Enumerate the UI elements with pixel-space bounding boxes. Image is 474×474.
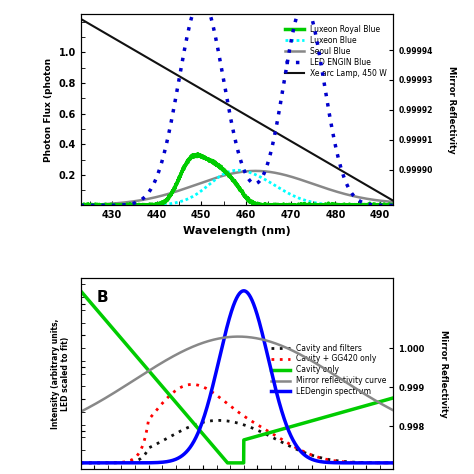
Y-axis label: Mirror Reflectivity: Mirror Reflectivity	[438, 330, 447, 418]
Y-axis label: Photon Flux (photon: Photon Flux (photon	[44, 58, 53, 162]
Y-axis label: Intensity (arbitrary units,
LED scaled to fit): Intensity (arbitrary units, LED scaled t…	[51, 319, 70, 429]
Text: B: B	[96, 290, 108, 304]
Legend: Cavity and filters, Cavity + GG420 only, Cavity only, Mirror reflectivity curve,: Cavity and filters, Cavity + GG420 only,…	[268, 340, 390, 399]
Y-axis label: Mirror Reflectivity: Mirror Reflectivity	[447, 66, 456, 154]
Legend: Luxeon Royal Blue, Luxeon Blue, Seoul Blue, LED ENGIN Blue, Xe arc Lamp, 450 W: Luxeon Royal Blue, Luxeon Blue, Seoul Bl…	[282, 22, 390, 81]
X-axis label: Wavelength (nm): Wavelength (nm)	[183, 226, 291, 236]
